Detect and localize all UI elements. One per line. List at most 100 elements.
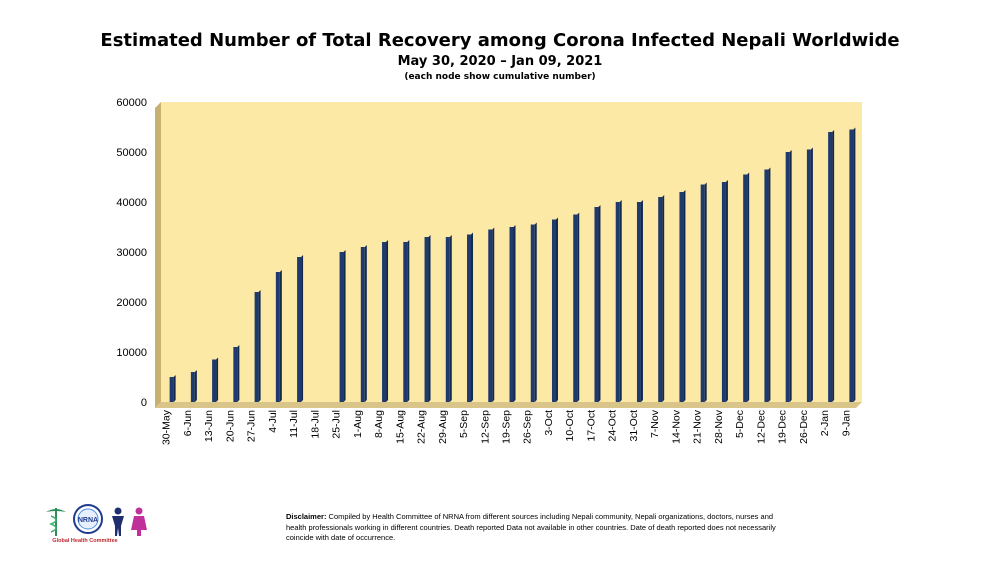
bar (467, 234, 472, 402)
x-tick-label: 26-Sep (522, 410, 534, 444)
plot-side-wall (155, 102, 161, 408)
bar (360, 247, 365, 402)
bar-side (343, 250, 346, 402)
y-tick-label: 40000 (116, 197, 147, 209)
bar (190, 372, 195, 402)
bar-side (237, 345, 240, 402)
x-tick-label: 5-Dec (734, 410, 746, 438)
x-tick-label: 12-Sep (479, 410, 491, 444)
bar-side (789, 150, 792, 402)
bar-side (471, 232, 474, 402)
bar-side (216, 357, 219, 402)
x-tick-label: 26-Dec (798, 410, 810, 444)
y-tick-label: 60000 (116, 97, 147, 109)
bar (233, 347, 238, 402)
bar-side (577, 212, 580, 402)
bar-side (810, 147, 813, 402)
bar (297, 257, 302, 402)
bar-side (768, 167, 771, 402)
x-tick-label: 14-Nov (670, 409, 682, 444)
bar-side (683, 190, 686, 402)
nrna-logo: NRNA (38, 502, 158, 552)
bar-side (279, 270, 282, 402)
bar (339, 252, 344, 402)
bar-side (555, 217, 558, 402)
y-tick-label: 50000 (116, 147, 147, 159)
x-tick-label: 28-Nov (713, 409, 725, 444)
bar-side (747, 172, 750, 402)
bar-side (258, 290, 261, 402)
bar-side (725, 180, 728, 402)
x-tick-label: 10-Oct (564, 410, 576, 442)
x-tick-label: 22-Aug (416, 410, 428, 444)
logo-caption: Global Health Committee (52, 538, 118, 544)
person-female-icon (131, 507, 147, 536)
x-tick-label: 8-Aug (373, 410, 385, 438)
x-tick-label: 6-Jun (182, 410, 194, 436)
bar-side (832, 130, 835, 402)
x-tick-label: 11-Jul (288, 410, 300, 438)
bar-side (428, 235, 431, 402)
x-tick-label: 24-Oct (607, 410, 619, 442)
nrna-badge-icon: NRNA (73, 504, 103, 534)
bar (530, 224, 535, 402)
bar (551, 219, 556, 402)
bar-side (513, 225, 516, 402)
bar-side (364, 245, 367, 402)
x-tick-label: 19-Sep (501, 410, 513, 444)
x-tick-label: 19-Dec (777, 410, 789, 444)
x-tick-label: 31-Oct (628, 410, 640, 442)
x-tick-label: 27-Jun (246, 410, 258, 442)
bar (212, 359, 217, 402)
x-tick-label: 13-Jun (203, 410, 215, 442)
plot-floor (155, 402, 862, 408)
x-tick-label: 29-Aug (437, 410, 449, 444)
chart-subtitle: May 30, 2020 – Jan 09, 2021 (397, 54, 603, 69)
x-tick-label: 2-Jan (819, 410, 831, 436)
bar (254, 292, 259, 402)
nrna-badge-text: NRNA (78, 517, 98, 524)
y-tick-label: 30000 (116, 247, 147, 259)
bar (636, 202, 641, 402)
x-tick-label: 5-Sep (458, 410, 470, 438)
bar (806, 149, 811, 402)
bar (828, 132, 833, 402)
x-tick-label: 30-May (161, 409, 173, 445)
bar-side (704, 182, 707, 402)
bar (382, 242, 387, 402)
x-tick-label: 15-Aug (394, 410, 406, 444)
bar (275, 272, 280, 402)
x-tick-label: 7-Nov (649, 409, 661, 438)
bar (849, 129, 854, 402)
bar-side (619, 200, 622, 402)
bar (594, 207, 599, 402)
bar (403, 242, 408, 402)
bar (615, 202, 620, 402)
x-tick-label: 25-Jul (331, 410, 343, 439)
disclaimer: Disclaimer: Compiled by Health Committee… (286, 512, 786, 544)
bar (743, 174, 748, 402)
bar-side (194, 370, 197, 402)
bar (573, 214, 578, 402)
x-tick-label: 4-Jul (267, 410, 279, 433)
bar (785, 152, 790, 402)
x-tick-label: 21-Nov (692, 409, 704, 444)
bar-side (386, 240, 389, 402)
bar-side (853, 127, 856, 402)
person-male-icon (112, 507, 124, 536)
bar (658, 197, 663, 402)
bar-side (640, 200, 643, 402)
caduceus-icon (46, 508, 66, 536)
y-tick-label: 10000 (116, 347, 147, 359)
x-tick-label: 12-Dec (755, 410, 767, 444)
bar (445, 237, 450, 402)
bar (700, 184, 705, 402)
bar-side (173, 375, 176, 402)
bar (721, 182, 726, 402)
bar-side (301, 255, 304, 402)
bar-side (598, 205, 601, 402)
x-tick-label: 18-Jul (309, 410, 321, 439)
bar (424, 237, 429, 402)
x-tick-label: 20-Jun (224, 410, 236, 442)
